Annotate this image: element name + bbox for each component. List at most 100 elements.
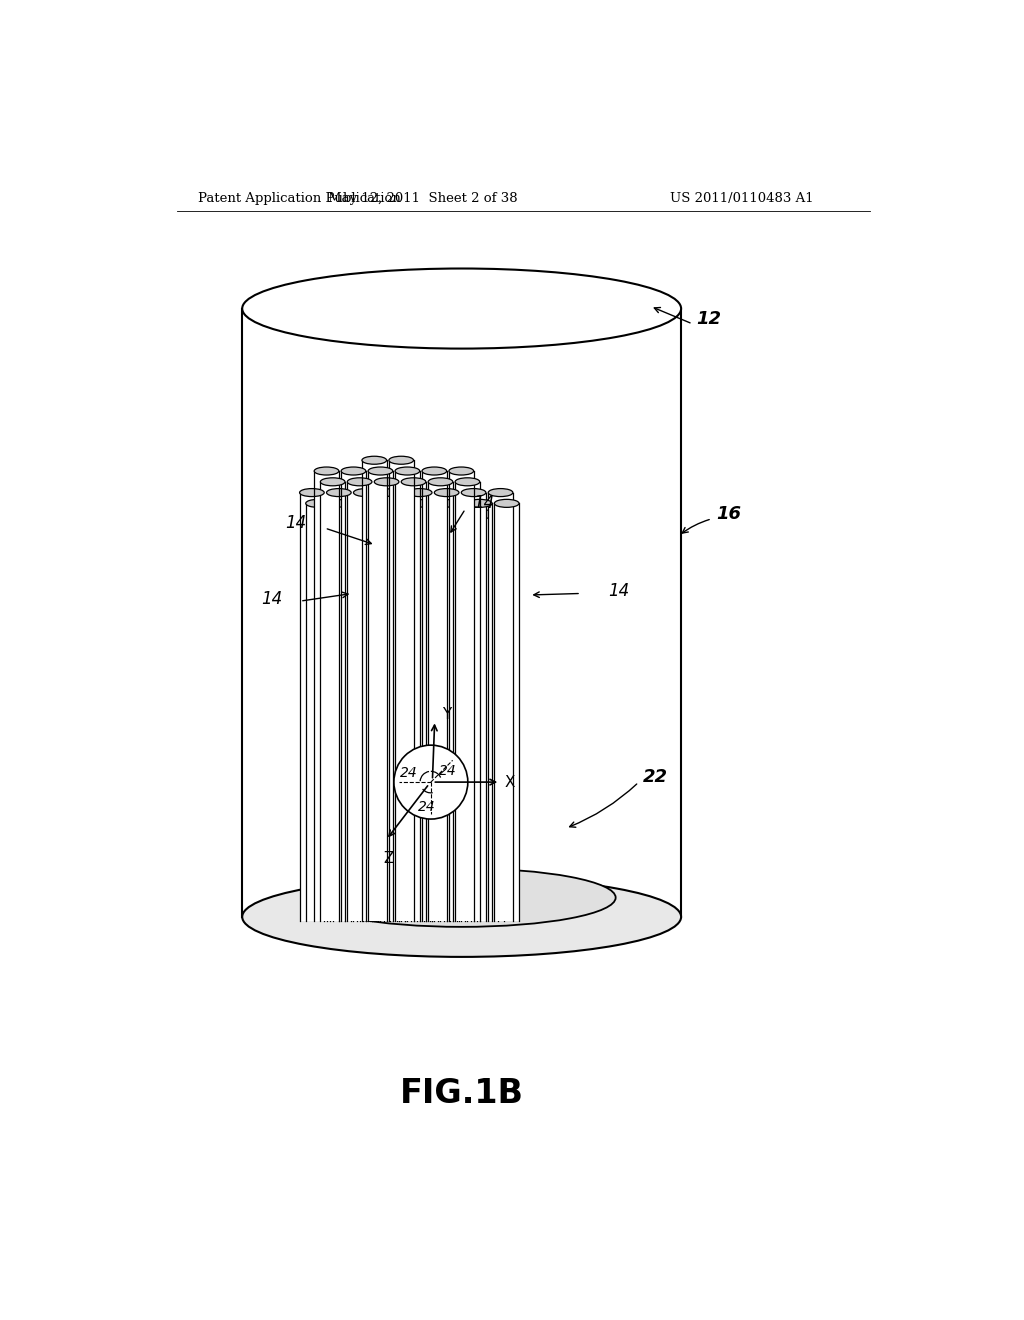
Ellipse shape (333, 499, 357, 507)
Bar (366, 515, 390, 921)
Bar (406, 536, 430, 921)
Ellipse shape (368, 467, 393, 475)
Ellipse shape (473, 510, 499, 519)
Bar (353, 492, 378, 921)
Bar (420, 515, 444, 921)
Text: 14: 14 (286, 513, 307, 532)
Ellipse shape (327, 488, 351, 496)
Bar (401, 482, 426, 921)
Polygon shape (243, 309, 681, 917)
Ellipse shape (414, 499, 438, 507)
Text: Patent Application Publication: Patent Application Publication (199, 191, 401, 205)
Ellipse shape (243, 268, 681, 348)
Text: 24: 24 (439, 764, 457, 779)
Ellipse shape (307, 869, 615, 927)
Ellipse shape (488, 488, 513, 496)
Bar (495, 503, 519, 921)
Bar (408, 492, 432, 921)
Ellipse shape (314, 467, 339, 475)
Bar (345, 525, 370, 921)
Ellipse shape (408, 488, 432, 496)
Bar (395, 471, 420, 921)
Text: 14: 14 (261, 590, 282, 607)
Ellipse shape (300, 488, 325, 496)
Ellipse shape (353, 488, 378, 496)
Text: Z: Z (383, 851, 393, 866)
Ellipse shape (467, 499, 493, 507)
Ellipse shape (440, 499, 465, 507)
Bar (449, 471, 473, 921)
Ellipse shape (401, 478, 426, 486)
Bar (368, 471, 393, 921)
Bar (461, 492, 486, 921)
Ellipse shape (432, 532, 457, 540)
Bar (359, 503, 384, 921)
Bar (327, 492, 351, 921)
Text: FIG.1B: FIG.1B (399, 1077, 523, 1110)
Bar (488, 492, 513, 921)
Bar (446, 515, 471, 921)
Bar (361, 461, 387, 921)
Bar (428, 482, 453, 921)
Bar (453, 525, 477, 921)
Ellipse shape (446, 510, 471, 519)
Ellipse shape (387, 499, 412, 507)
Bar (393, 515, 418, 921)
Ellipse shape (420, 510, 444, 519)
Ellipse shape (372, 521, 396, 529)
Bar (300, 492, 325, 921)
Ellipse shape (339, 510, 364, 519)
Ellipse shape (321, 478, 345, 486)
Ellipse shape (347, 478, 372, 486)
Text: 24: 24 (400, 766, 418, 780)
Bar (339, 515, 364, 921)
Ellipse shape (426, 521, 451, 529)
Bar (399, 525, 424, 921)
Bar (473, 515, 499, 921)
Bar (372, 525, 396, 921)
Bar (381, 492, 406, 921)
Text: X: X (505, 775, 515, 789)
Text: 16: 16 (716, 506, 740, 523)
Ellipse shape (374, 478, 399, 486)
Text: 14: 14 (608, 582, 629, 601)
Ellipse shape (341, 467, 366, 475)
Ellipse shape (366, 510, 390, 519)
Ellipse shape (406, 532, 430, 540)
Bar (422, 471, 446, 921)
Bar (347, 482, 372, 921)
Ellipse shape (453, 521, 477, 529)
Ellipse shape (461, 488, 486, 496)
Ellipse shape (399, 521, 424, 529)
Ellipse shape (359, 499, 384, 507)
Ellipse shape (395, 467, 420, 475)
Bar (426, 525, 451, 921)
Text: 22: 22 (643, 768, 668, 785)
Bar (467, 503, 493, 921)
Bar (321, 482, 345, 921)
Bar (341, 471, 366, 921)
Ellipse shape (381, 488, 406, 496)
Bar (387, 503, 412, 921)
Text: May 12, 2011  Sheet 2 of 38: May 12, 2011 Sheet 2 of 38 (329, 191, 518, 205)
Ellipse shape (389, 457, 414, 465)
Text: 24: 24 (418, 800, 436, 813)
Circle shape (394, 744, 468, 818)
Ellipse shape (434, 488, 459, 496)
Text: 14: 14 (473, 494, 495, 512)
Text: 12: 12 (696, 310, 722, 327)
Bar (434, 492, 459, 921)
Ellipse shape (495, 499, 519, 507)
Ellipse shape (393, 510, 418, 519)
Ellipse shape (422, 467, 446, 475)
Ellipse shape (428, 478, 453, 486)
Ellipse shape (243, 876, 681, 957)
Bar (414, 503, 438, 921)
Ellipse shape (306, 499, 331, 507)
Bar (480, 525, 505, 921)
Bar (314, 471, 339, 921)
Bar (432, 536, 457, 921)
Ellipse shape (345, 521, 370, 529)
Bar (306, 503, 331, 921)
Ellipse shape (361, 457, 387, 465)
